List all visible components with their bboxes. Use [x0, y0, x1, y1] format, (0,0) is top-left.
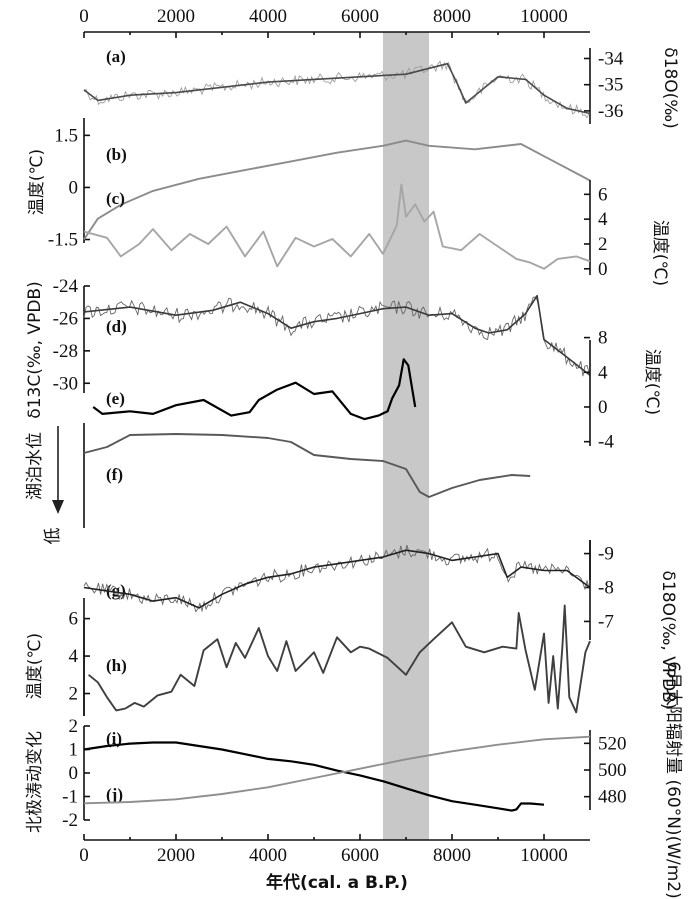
top-x-tick-label: 2000 [157, 6, 195, 27]
y-tick-label-j: 500 [598, 760, 627, 781]
bottom-x-tick-label: 10000 [520, 845, 568, 866]
y-axis-title-c: 温度(℃) [650, 220, 670, 286]
top-x-tick-label: 6000 [341, 6, 379, 27]
y-tick-label-j: 480 [598, 787, 627, 808]
series-line-h [87, 604, 591, 714]
y-axis-title-g: δ18O(‰, VPDB) [658, 571, 678, 710]
y-tick-label-h: 4 [69, 646, 79, 667]
panel-j: 520 500 480 (j) 6月太阳辐射量 (60°N)(W/m2) [83, 661, 683, 899]
panel-label-b: (b) [106, 145, 127, 164]
series-line-d [83, 294, 591, 376]
panel-label-e: (e) [106, 389, 125, 408]
y-tick-label-g: -7 [598, 611, 614, 632]
bottom-x-tick-label: 4000 [249, 845, 287, 866]
y-tick-label-h: 6 [69, 609, 79, 630]
lake-level-arrowhead [52, 500, 64, 514]
panel-b: 1.5 0 -1.5 (b) 温度(℃) [27, 118, 591, 251]
top-x-tick-label: 0 [79, 6, 89, 27]
y-tick-label-g: -9 [598, 544, 614, 565]
series-line-g [83, 549, 591, 609]
panel-h: 6 4 2 (h) 温度(℃) [25, 598, 591, 716]
y-tick-label-b: 1.5 [54, 125, 78, 146]
y-axis-title-j: 6月太阳辐射量 (60°N)(W/m2) [663, 661, 683, 899]
y-axis-title-b: 温度(℃) [27, 149, 47, 215]
series-noise-g [83, 544, 590, 613]
panel-label-d: (d) [106, 317, 127, 336]
y-tick-label-a: -35 [598, 75, 623, 96]
series-line-a [83, 62, 591, 115]
panel-a: -34 -35 -36 (a) δ18O(‰) [83, 47, 680, 129]
panel-label-i: (i) [106, 729, 122, 748]
top-x-tick-label: 4000 [249, 6, 287, 27]
panel-label-h: (h) [106, 656, 127, 675]
panel-e: 8 4 0 -4 (e) 温度(℃) [92, 328, 662, 453]
lake-low-label: 低 [43, 528, 63, 545]
series-line-i [83, 741, 545, 812]
series-line-e [92, 358, 417, 421]
panel-label-f: (f) [106, 465, 123, 484]
series-noise-a [83, 60, 590, 119]
y-tick-label-i: -2 [62, 810, 78, 831]
y-tick-label-e: 0 [598, 397, 608, 418]
series-line-j [83, 735, 591, 805]
bottom-x-tick-label: 2000 [157, 845, 195, 866]
bottom-x-tick-label: 8000 [433, 845, 471, 866]
panel-label-j: (j) [106, 785, 123, 804]
y-tick-label-h: 2 [69, 684, 79, 705]
y-tick-label-e: -4 [598, 432, 614, 453]
y-tick-label-g: -8 [598, 578, 614, 599]
y-axis-title-f: 湖泊水位 [25, 432, 45, 500]
top-x-tick-label: 8000 [433, 6, 471, 27]
y-axis-title-d: δ13C(‰, VPDB) [25, 281, 45, 418]
panel-label-c: (c) [106, 189, 125, 208]
top-x-tick-label: 10000 [520, 6, 568, 27]
y-tick-label-i: 2 [69, 716, 79, 737]
y-tick-label-d: -24 [53, 276, 79, 297]
y-tick-label-i: 1 [69, 740, 79, 761]
y-tick-label-b: -1.5 [48, 230, 78, 251]
y-tick-label-c: 0 [598, 259, 608, 280]
panel-d: -24 -26 -28 -30 (d) δ13C(‰, VPDB) [25, 276, 591, 419]
y-tick-label-j: 520 [598, 733, 627, 754]
y-axis-title-a: δ18O(‰) [660, 47, 680, 129]
series-line-b [83, 139, 591, 241]
series-noise-d [83, 296, 590, 377]
panel-g: -9-8-7(g) δ18O(‰, VPDB) [83, 540, 678, 709]
y-tick-label-d: -28 [53, 341, 78, 362]
panel-label-a: (a) [106, 47, 126, 66]
highlight-band [383, 32, 429, 840]
y-tick-label-i: 0 [69, 763, 79, 784]
y-tick-label-i: -1 [62, 787, 78, 808]
y-axis-title-e: 温度(℃) [642, 349, 662, 415]
y-tick-label-e: 4 [598, 362, 608, 383]
y-axis-title-i: 北极涛动变化 [25, 731, 45, 833]
bottom-x-tick-label: 0 [79, 845, 89, 866]
series-line-c [83, 183, 591, 270]
series-line-f [83, 433, 531, 498]
y-tick-label-a: -34 [598, 48, 624, 69]
panel-c: 6 4 2 0 (c) 温度(℃) [83, 180, 670, 286]
bottom-x-tick-label: 6000 [341, 845, 379, 866]
y-tick-label-e: 8 [598, 328, 608, 349]
y-tick-label-b: 0 [69, 177, 79, 198]
y-tick-label-c: 4 [598, 209, 608, 230]
panel-i: 2 10 -1-2 (i) 北极涛动变化 [25, 716, 545, 833]
x-axis-title: 年代(cal. a B.P.) [266, 872, 408, 893]
y-tick-label-d: -30 [53, 373, 78, 394]
y-tick-label-d: -26 [53, 308, 78, 329]
y-tick-label-a: -36 [598, 101, 623, 122]
y-tick-label-c: 2 [598, 234, 608, 255]
y-tick-label-c: 6 [598, 184, 608, 205]
y-axis-title-h: 温度(℃) [25, 633, 45, 699]
